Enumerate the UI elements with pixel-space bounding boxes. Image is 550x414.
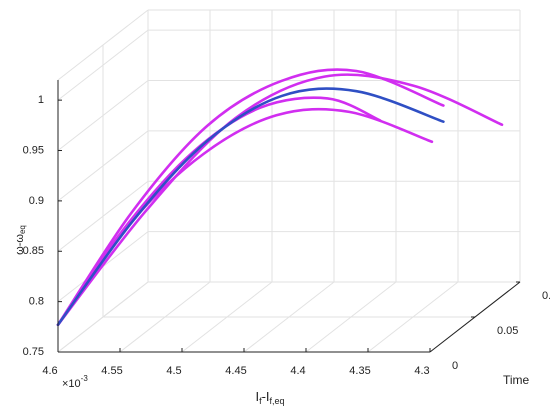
y-tick-label: 0.75 [23,346,44,358]
x-label-part: f [259,396,262,406]
t-axis-label: Time [503,373,530,387]
lines [56,68,504,327]
x-tick-label: 4.35 [349,365,370,377]
axes: 4.6 4.55 4.5 4.45 4.4 4.35 4.3 0.75 0.8 0.85 0.9 0.… [23,80,550,377]
x-tick-label: 4.55 [101,365,122,377]
y-tick-label: 0.95 [23,144,44,156]
x-tick-label: 4.3 [414,365,429,377]
x-tick-label: 4.45 [225,365,246,377]
x-exponent-part: ×10 [62,378,81,390]
x-exponent: ×10-3 [62,374,88,390]
y-label-part: ω-ω [14,234,26,255]
t-tick-label: 0.05 [497,325,518,337]
x-label-part: f,eq [270,396,285,406]
x-label-part: -I [262,389,270,404]
x-tick-label: 4.5 [166,365,181,377]
y-tick-label: 0.8 [29,296,44,308]
curve [56,73,504,327]
x-label-part: I [255,389,259,404]
y-label-part: eq [18,225,27,234]
grid [57,9,521,353]
curve [56,68,445,327]
x-tick-label: 4.6 [42,365,57,377]
x-tick-label: 4.4 [290,365,305,377]
y-tick-label: 0.85 [23,245,44,257]
curve [56,107,434,327]
x-axis-label: If-If,eq [255,389,284,406]
y-axis-label: ω-ωeq [14,225,27,255]
t-tick-label: 0 [452,360,458,372]
y-tick-label: 0.9 [29,195,44,207]
box-edge [57,9,149,81]
curve [56,87,445,327]
t-tick-label: 0.1 [542,290,550,302]
x-exponent-part: -3 [81,374,89,383]
y-tick-label: 1 [38,94,44,106]
